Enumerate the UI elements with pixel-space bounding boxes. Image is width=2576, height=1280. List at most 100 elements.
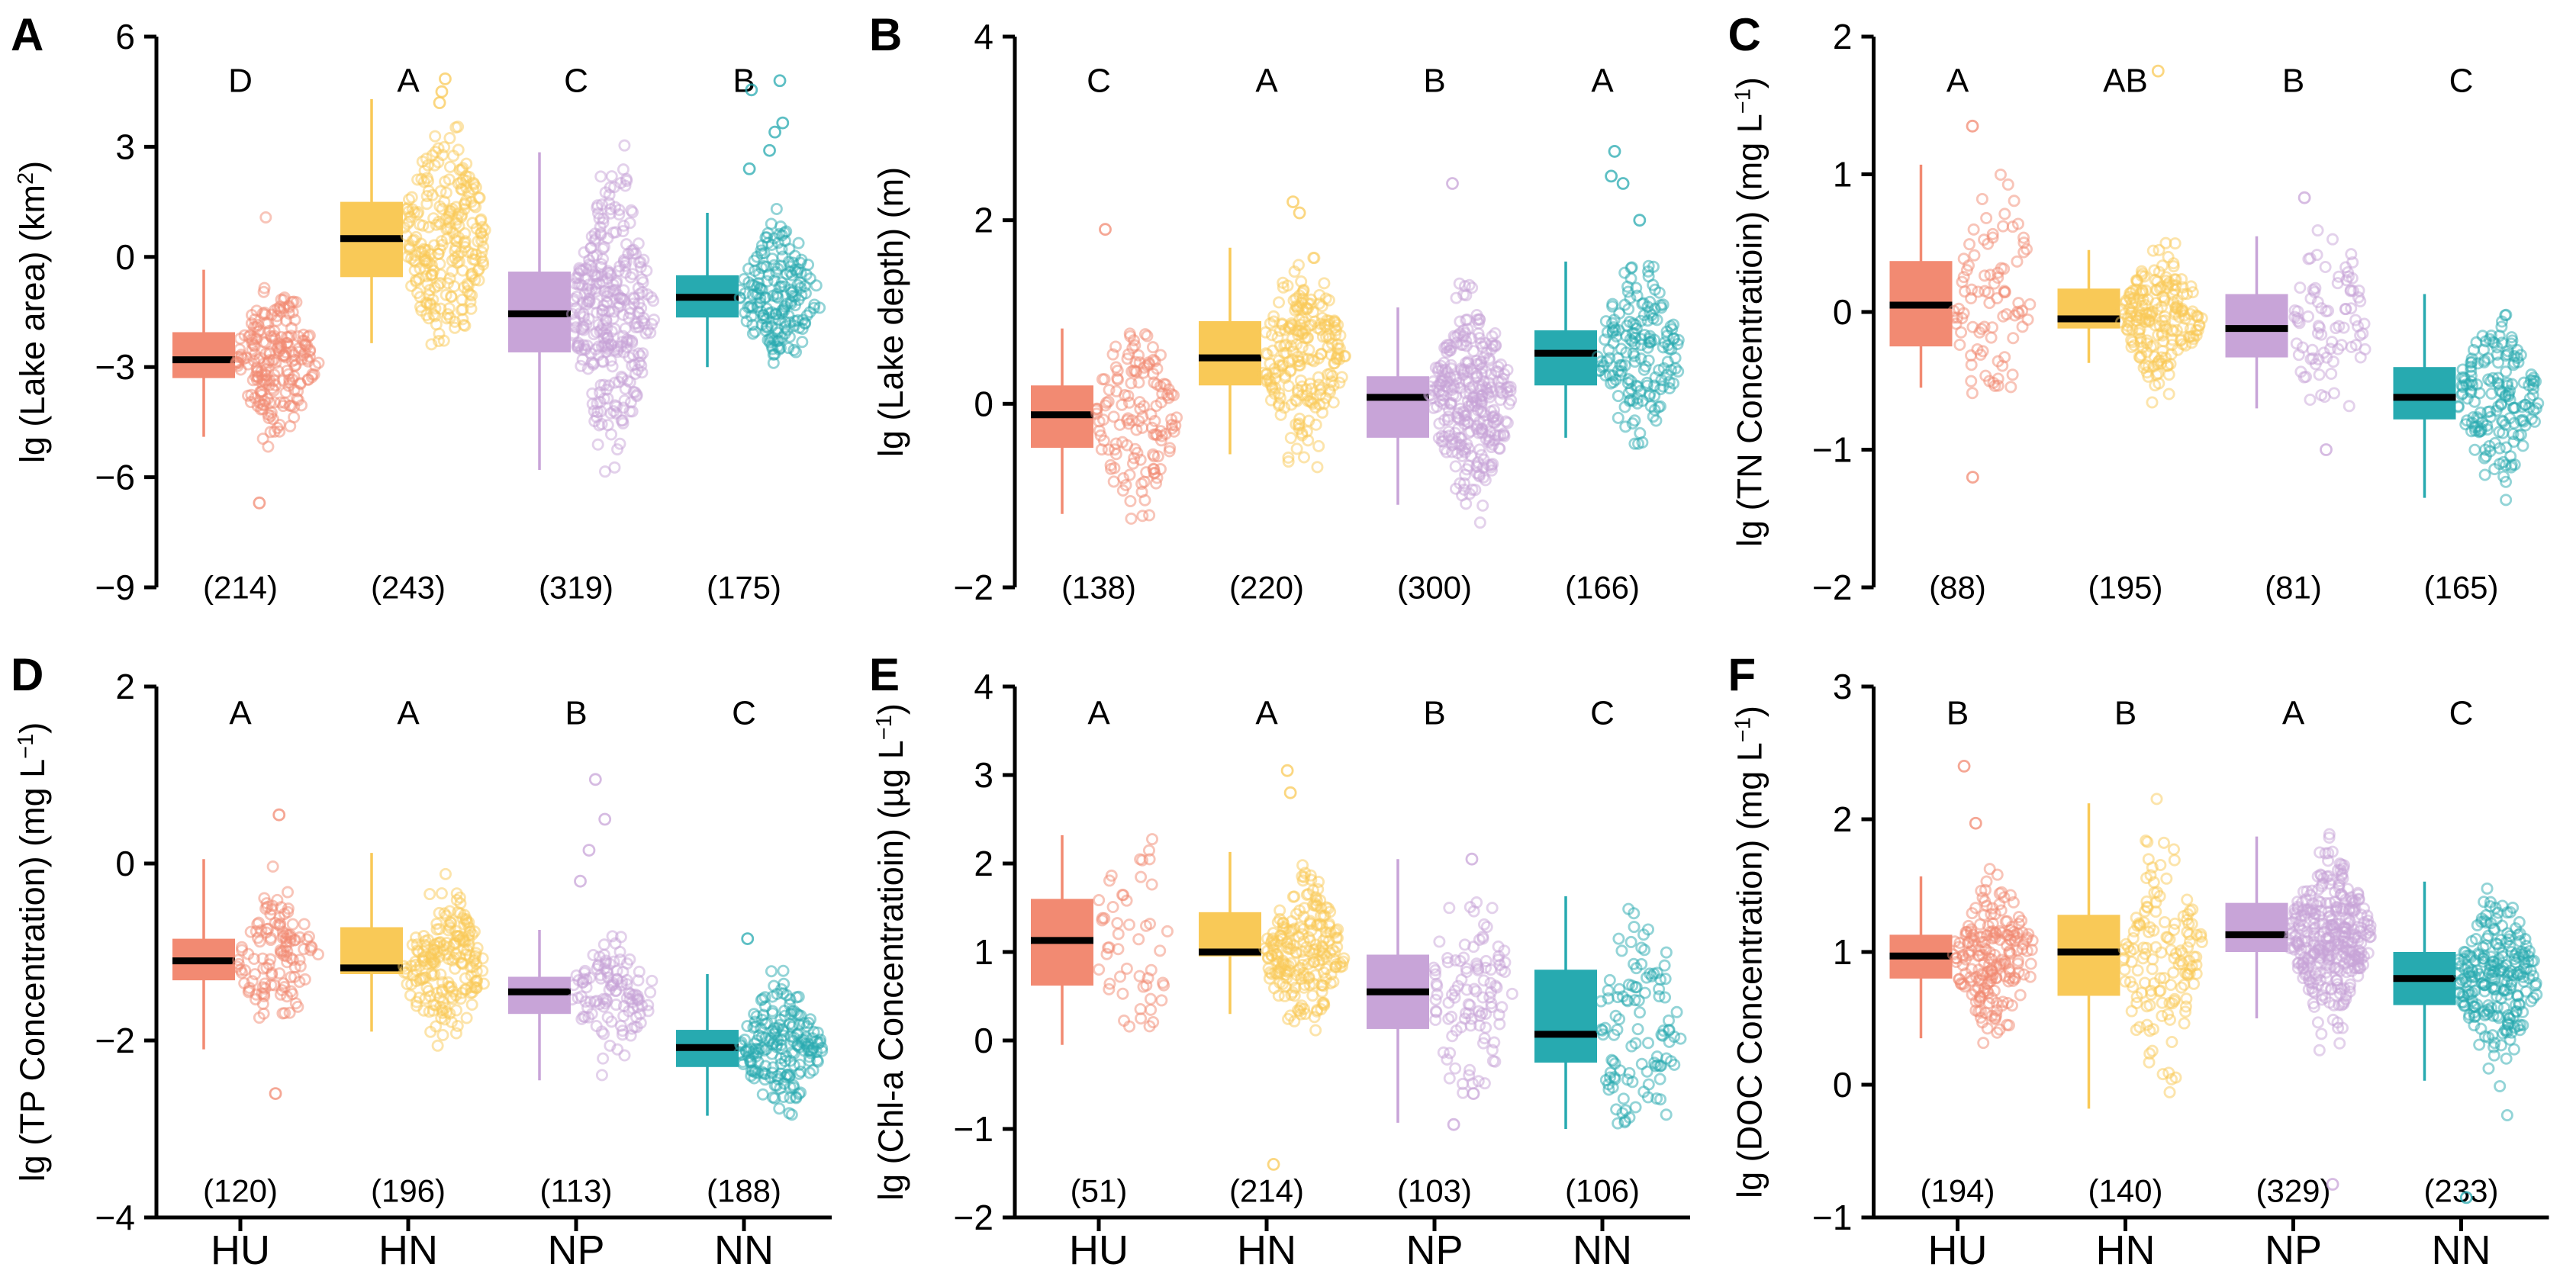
jitter-point (568, 277, 581, 290)
jitter-point (1624, 935, 1637, 948)
jitter-point (1972, 944, 1985, 957)
jitter-point (604, 354, 617, 367)
jitter-point (1137, 980, 1150, 993)
jitter-point (613, 300, 626, 313)
jitter-point (1950, 317, 1963, 330)
jitter-point (1979, 1006, 1992, 1019)
jitter-point (1608, 1028, 1621, 1041)
jitter-cloud (733, 202, 826, 369)
jitter-point (1282, 380, 1295, 393)
jitter-point (1628, 437, 1641, 450)
jitter-point (303, 350, 316, 363)
jitter-point (2526, 955, 2539, 968)
jitter-point (2510, 1005, 2523, 1018)
jitter-point (2130, 1024, 2143, 1037)
jitter-point (242, 986, 255, 999)
jitter-point (1477, 471, 1490, 484)
jitter-point (1432, 432, 1445, 445)
jitter-point (585, 230, 598, 243)
jitter-point (1480, 1021, 1492, 1034)
jitter-point (1967, 223, 1980, 236)
jitter-point (1297, 910, 1310, 923)
jitter-point (2496, 386, 2509, 399)
sample-count: (243) (371, 570, 446, 606)
jitter-point (2024, 297, 2037, 310)
jitter-point (768, 334, 781, 347)
jitter-point (1261, 348, 1274, 361)
jitter-point (2520, 939, 2533, 952)
jitter-point (1289, 981, 1302, 994)
jitter-point (2497, 415, 2510, 428)
jitter-point (629, 988, 642, 1001)
significance-letter: B (1946, 695, 1969, 732)
jitter-point (1993, 887, 2006, 900)
jitter-point (1312, 352, 1325, 365)
jitter-point (755, 262, 768, 275)
jitter-point (1610, 1103, 1623, 1116)
jitter-point (1326, 943, 1339, 956)
y-tick-label: −1 (1812, 430, 1852, 470)
jitter-cloud (1093, 833, 1174, 1033)
jitter-point (2291, 896, 2304, 909)
significance-letter: A (229, 695, 252, 732)
jitter-point (1959, 285, 1972, 298)
jitter-point (2468, 395, 2481, 408)
jitter-point (1979, 285, 1992, 297)
jitter-point (1981, 1022, 1994, 1035)
jitter-point (1109, 448, 1122, 461)
y-tick-label: 0 (1833, 1065, 1853, 1105)
jitter-point (756, 1066, 769, 1079)
jitter-point (1985, 1009, 1998, 1022)
jitter-point (1288, 265, 1301, 278)
jitter-cloud (733, 964, 829, 1121)
jitter-point (574, 263, 587, 276)
jitter-point (625, 204, 638, 217)
box (1534, 330, 1597, 386)
jitter-point (2499, 959, 2512, 972)
jitter-point (1444, 1047, 1457, 1060)
jitter-point (2168, 923, 2181, 936)
jitter-point (2510, 966, 2523, 979)
jitter-point (1995, 904, 2008, 917)
jitter-point (594, 378, 607, 391)
jitter-point (2290, 337, 2303, 350)
jitter-point (1111, 917, 1124, 930)
jitter-point (787, 1005, 800, 1018)
panel-letter: A (11, 9, 43, 60)
outlier-point (253, 496, 266, 510)
jitter-point (736, 1048, 749, 1061)
y-tick-label: 0 (974, 384, 993, 423)
jitter-point (476, 230, 489, 243)
jitter-point (1460, 962, 1473, 975)
outlier-point (1099, 223, 1112, 236)
outlier-point (1293, 206, 1306, 220)
y-tick-label: 1 (1833, 155, 1853, 195)
jitter-point (1290, 442, 1303, 455)
jitter-point (1146, 341, 1159, 354)
jitter-point (1443, 902, 1456, 915)
jitter-point (1311, 461, 1324, 474)
jitter-point (436, 976, 449, 989)
jitter-point (450, 929, 463, 942)
jitter-point (2000, 308, 2013, 321)
jitter-point (2146, 339, 2159, 352)
jitter-point (1621, 319, 1634, 332)
jitter-point (2313, 930, 2326, 943)
jitter-point (2335, 870, 2348, 883)
jitter-point (1257, 366, 1270, 379)
jitter-point (1294, 374, 1307, 387)
jitter-point (780, 989, 793, 1002)
jitter-point (2493, 442, 2506, 455)
jitter-point (2508, 949, 2521, 962)
jitter-point (454, 897, 467, 910)
jitter-point (2188, 977, 2201, 990)
jitter-point (1458, 938, 1471, 951)
jitter-point (803, 1054, 816, 1067)
jitter-cloud (1946, 863, 2039, 1050)
jitter-point (597, 1028, 610, 1040)
outlier-point (741, 932, 755, 946)
jitter-point (1649, 371, 1662, 384)
jitter-point (2147, 924, 2160, 937)
jitter-point (253, 1011, 266, 1024)
jitter-point (2339, 303, 2352, 316)
